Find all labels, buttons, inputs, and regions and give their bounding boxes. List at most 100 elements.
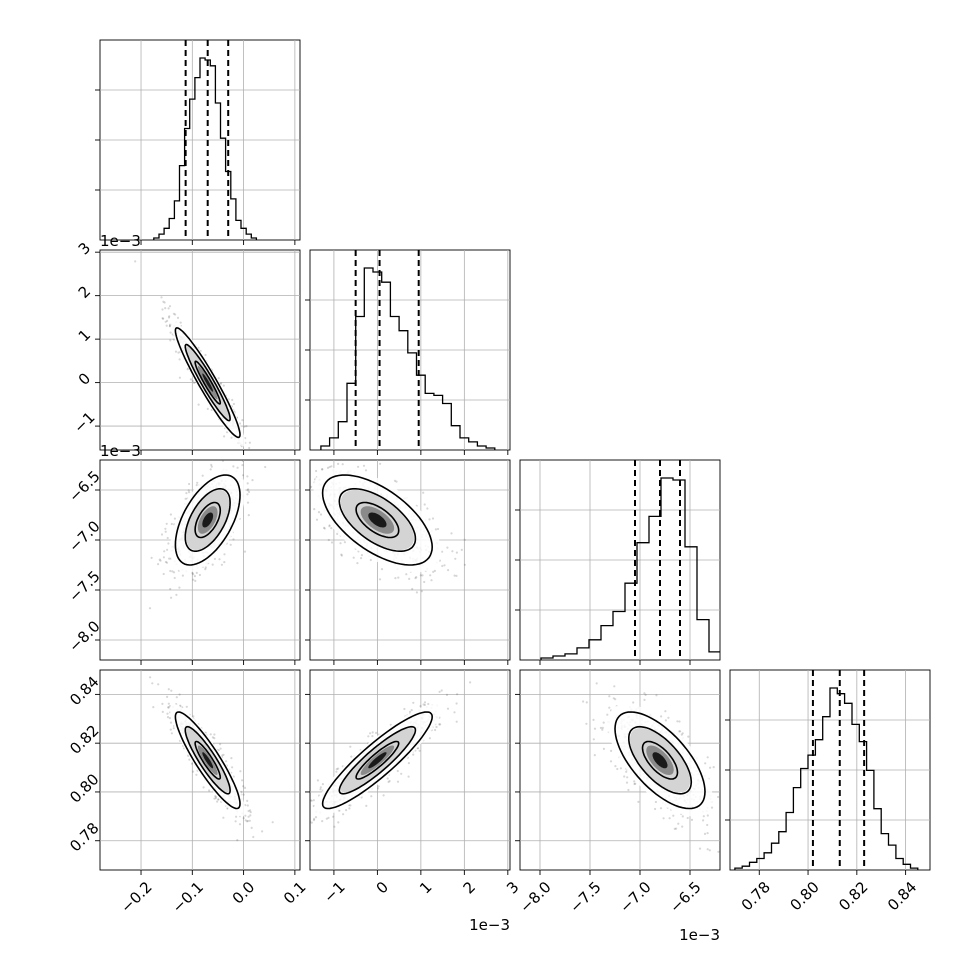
- sample-point: [450, 532, 453, 535]
- x-tick-label: −8.0: [516, 878, 554, 916]
- sample-point: [244, 804, 247, 807]
- sample-point: [415, 576, 418, 579]
- sample-point: [328, 525, 331, 528]
- sample-point: [673, 827, 676, 831]
- histogram-panel-3: [725, 669, 931, 875]
- sample-point: [167, 316, 171, 319]
- scatter-content: [100, 460, 300, 660]
- sample-point: [686, 816, 689, 820]
- sample-point: [162, 572, 165, 576]
- sample-point: [195, 484, 198, 487]
- scatter-content: [310, 670, 510, 870]
- sample-point: [394, 577, 397, 580]
- sample-point: [202, 786, 205, 789]
- sample-point: [187, 489, 190, 492]
- sample-point: [703, 832, 707, 836]
- sample-point: [326, 466, 330, 469]
- sample-point: [333, 825, 336, 828]
- scatter-panel-1-0: [95, 249, 301, 455]
- sample-point: [241, 474, 245, 477]
- sample-point: [211, 563, 214, 566]
- sample-point: [161, 710, 164, 714]
- sample-point: [446, 546, 449, 549]
- sample-point: [434, 728, 437, 732]
- sample-point: [706, 832, 709, 835]
- histogram-step-line: [320, 267, 496, 450]
- sample-point: [316, 779, 319, 782]
- sample-point: [710, 806, 714, 809]
- sample-point: [166, 716, 170, 719]
- sample-point: [709, 766, 712, 769]
- sample-point: [315, 452, 317, 454]
- sample-point: [364, 469, 368, 472]
- sample-point: [627, 788, 630, 792]
- sample-point: [349, 804, 352, 807]
- sample-point: [375, 731, 378, 735]
- histogram-step-line: [734, 687, 919, 870]
- sample-point: [422, 491, 425, 494]
- sample-point: [179, 321, 182, 324]
- sample-point: [222, 384, 225, 387]
- contour-line: [321, 474, 434, 566]
- sample-point: [310, 799, 312, 802]
- sample-point: [247, 815, 250, 818]
- sample-point: [608, 695, 611, 698]
- sample-point: [315, 469, 318, 473]
- sample-point: [423, 701, 427, 704]
- sample-point: [222, 816, 225, 819]
- sample-point: [337, 767, 340, 770]
- sample-point: [220, 382, 223, 385]
- sample-point: [712, 766, 715, 769]
- sample-point: [214, 797, 217, 800]
- sample-point: [168, 325, 171, 328]
- sample-point: [407, 762, 410, 765]
- sample-point: [706, 823, 709, 827]
- sample-point: [681, 732, 684, 735]
- sample-point: [427, 702, 430, 706]
- sample-point: [162, 300, 165, 303]
- sample-point: [633, 782, 636, 786]
- sample-point: [337, 821, 340, 824]
- sample-point: [234, 820, 237, 823]
- sample-point: [319, 786, 322, 789]
- x-tick-label: −0.2: [117, 878, 155, 916]
- sample-point: [664, 719, 668, 722]
- sample-point: [166, 712, 169, 715]
- sample-point: [675, 827, 678, 830]
- sample-point: [161, 317, 164, 320]
- panel-frame: [99, 249, 301, 451]
- sample-point: [440, 689, 443, 692]
- sample-point: [370, 795, 373, 798]
- sample-point: [352, 556, 355, 559]
- sample-point: [367, 735, 370, 738]
- sample-point: [453, 711, 456, 714]
- sample-point: [447, 569, 450, 572]
- sample-point: [429, 574, 432, 577]
- sample-point: [169, 728, 172, 731]
- contour-line: [321, 711, 434, 810]
- sample-point: [152, 706, 155, 709]
- contour-line: [614, 711, 706, 810]
- sample-point: [169, 513, 172, 516]
- x-tick-label: −1: [320, 878, 348, 906]
- sample-point: [420, 590, 423, 593]
- sample-point: [178, 358, 181, 361]
- contour-line: [355, 501, 400, 539]
- sample-point: [162, 556, 165, 559]
- sample-point: [379, 462, 382, 465]
- sample-point: [170, 522, 173, 526]
- sample-point: [433, 569, 436, 573]
- sample-point: [654, 800, 658, 804]
- sample-point: [151, 682, 154, 685]
- sample-point: [170, 732, 173, 735]
- sample-point: [662, 817, 665, 820]
- sample-point: [161, 702, 164, 706]
- sample-point: [185, 492, 188, 495]
- sample-point: [246, 489, 249, 492]
- sample-point: [167, 706, 170, 709]
- y-tick-label: −6.5: [65, 467, 103, 505]
- sample-point: [232, 465, 235, 468]
- sample-point: [438, 690, 441, 694]
- sample-point: [242, 785, 245, 788]
- sample-point: [626, 776, 629, 779]
